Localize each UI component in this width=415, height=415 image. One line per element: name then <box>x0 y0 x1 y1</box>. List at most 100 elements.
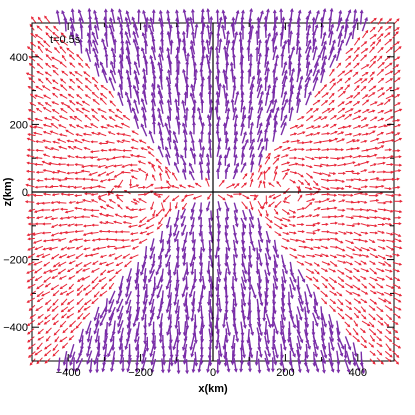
equatorial-arrow <box>165 170 171 180</box>
equatorial-arrow <box>38 17 43 24</box>
arrowhead <box>264 201 268 205</box>
equatorial-arrow <box>369 55 377 62</box>
equatorial-arrow <box>305 133 313 137</box>
arrowhead <box>349 69 353 73</box>
polar-arrow <box>206 162 211 173</box>
polar-arrow <box>157 62 162 77</box>
arrowhead <box>267 256 272 261</box>
arrowhead <box>388 301 392 305</box>
arrowhead <box>199 361 204 366</box>
polar-arrow <box>272 320 279 334</box>
arrowhead <box>372 352 376 356</box>
equatorial-arrow <box>329 290 337 296</box>
equatorial-arrow <box>43 239 52 242</box>
arrowhead <box>279 362 284 367</box>
arrowhead <box>52 264 56 268</box>
arrowhead <box>380 87 384 91</box>
arrowhead <box>181 346 186 351</box>
arrowhead <box>218 271 222 276</box>
arrowhead <box>51 155 56 159</box>
arrowhead <box>246 316 251 321</box>
arrowhead <box>159 239 163 244</box>
polar-arrow <box>75 33 83 47</box>
polar-arrow <box>217 154 222 166</box>
arrowhead <box>359 362 364 367</box>
arrowhead <box>372 109 376 113</box>
equatorial-arrow <box>29 56 36 62</box>
arrowhead <box>78 16 83 21</box>
y-tick-label: −400 <box>3 322 28 334</box>
arrowhead <box>259 353 263 359</box>
arrowhead <box>292 353 296 358</box>
polar-arrow <box>353 357 361 371</box>
arrowhead <box>183 239 188 244</box>
equatorial-arrow <box>321 193 330 196</box>
arrowhead <box>341 285 345 289</box>
polar-arrow <box>256 298 260 313</box>
equatorial-arrow <box>83 224 92 227</box>
equatorial-arrow <box>67 155 75 159</box>
arrowhead <box>205 177 208 181</box>
arrowhead <box>380 285 384 289</box>
arrowhead <box>380 317 384 321</box>
arrowhead <box>66 315 70 319</box>
arrowhead <box>91 76 95 80</box>
equatorial-arrow <box>352 139 360 143</box>
equatorial-arrow <box>108 109 115 114</box>
equatorial-arrow <box>392 291 402 297</box>
arrowhead <box>41 255 45 258</box>
equatorial-arrow <box>352 201 360 204</box>
equatorial-arrow <box>321 186 330 190</box>
equatorial-arrow <box>69 100 76 106</box>
arrowhead <box>297 9 302 14</box>
equatorial-arrow <box>28 343 36 350</box>
polar-arrow <box>149 55 156 70</box>
arrowhead <box>290 368 295 373</box>
equatorial-arrow <box>369 61 376 69</box>
arrowhead <box>75 368 80 373</box>
arrowhead <box>62 361 67 366</box>
equatorial-arrow <box>99 213 108 217</box>
arrowhead <box>110 368 114 373</box>
polar-arrow <box>111 47 116 62</box>
equatorial-arrow <box>392 350 399 358</box>
equatorial-arrow <box>77 276 84 282</box>
equatorial-arrow <box>385 139 394 143</box>
arrowhead <box>198 209 203 214</box>
polar-arrow <box>313 54 321 68</box>
arrowhead <box>340 39 345 44</box>
arrowhead <box>290 272 294 277</box>
arrowhead <box>140 271 144 276</box>
arrowhead <box>106 270 110 274</box>
polar-arrow <box>272 299 276 314</box>
equatorial-arrow <box>28 109 36 113</box>
equatorial-arrow <box>392 178 399 181</box>
equatorial-arrow <box>75 194 83 197</box>
arrowhead <box>91 280 95 284</box>
equatorial-arrow <box>62 342 69 349</box>
equatorial-arrow <box>352 284 361 291</box>
equatorial-arrow <box>148 161 156 167</box>
arrowhead <box>174 98 178 103</box>
polar-arrow <box>104 329 107 344</box>
arrowhead <box>399 210 403 214</box>
equatorial-arrow <box>337 126 346 130</box>
arrowhead <box>27 262 31 266</box>
arrowhead <box>110 60 114 65</box>
polar-arrow <box>207 170 210 180</box>
equatorial-arrow <box>369 298 377 305</box>
arrowhead <box>233 303 238 308</box>
arrowhead <box>99 205 103 209</box>
equatorial-arrow <box>77 312 84 320</box>
polar-arrow <box>149 17 155 32</box>
arrowhead <box>397 69 401 73</box>
arrowhead <box>41 293 45 297</box>
polar-arrow <box>242 313 247 329</box>
polar-arrow <box>199 161 203 172</box>
arrowhead <box>294 148 298 152</box>
arrowhead <box>281 303 286 308</box>
polar-arrow <box>93 320 100 334</box>
polar-arrow <box>69 17 76 32</box>
arrowhead <box>357 37 361 41</box>
equatorial-arrow <box>77 85 84 92</box>
